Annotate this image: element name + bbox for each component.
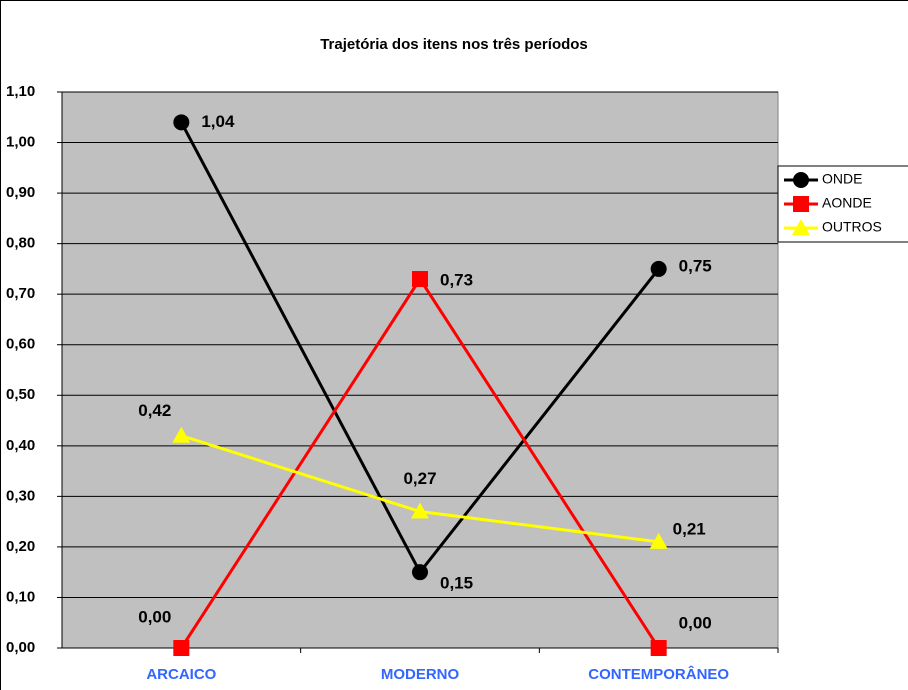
x-tick-label: MODERNO [381, 666, 460, 683]
value-label: 0,42 [138, 401, 171, 420]
y-tick-label: 0,80 [6, 235, 35, 252]
data-point [649, 532, 668, 549]
y-tick-label: 0,30 [6, 487, 35, 504]
y-tick-label: 1,00 [6, 134, 35, 151]
chart-title: Trajetória dos itens nos três períodos [320, 36, 588, 53]
data-point [411, 502, 429, 519]
data-point [412, 271, 428, 288]
value-label: 1,04 [201, 112, 235, 131]
plot-area [61, 91, 779, 649]
value-label: 0,00 [138, 607, 171, 626]
data-point [412, 564, 428, 581]
value-label: 0,73 [440, 271, 473, 290]
data-point [650, 260, 667, 277]
x-tick-label: CONTEMPORÂNEO [588, 665, 729, 683]
data-point [173, 640, 190, 656]
y-tick-label: 1,10 [6, 83, 35, 100]
y-tick-label: 0,50 [6, 386, 35, 403]
x-tick-label: ARCAICO [146, 666, 216, 683]
legend-marker [793, 172, 809, 188]
data-point [173, 114, 190, 131]
value-label: 0,27 [403, 469, 436, 488]
legend-label: AONDE [822, 195, 872, 211]
y-tick-label: 0,70 [6, 285, 35, 302]
value-label: 0,00 [679, 613, 712, 632]
y-tick-label: 0,40 [6, 437, 35, 454]
y-tick-label: 0,00 [6, 639, 35, 656]
legend-label: ONDE [822, 171, 862, 187]
value-label: 0,75 [679, 256, 712, 275]
legend-marker [792, 219, 810, 235]
value-label: 0,15 [440, 574, 473, 593]
y-tick-label: 0,90 [6, 184, 35, 201]
y-tick-label: 0,10 [6, 588, 35, 605]
data-point [650, 640, 667, 656]
value-label: 0,21 [673, 519, 706, 538]
data-point [172, 426, 191, 443]
y-tick-label: 0,60 [6, 336, 35, 353]
y-tick-label: 0,20 [6, 538, 35, 555]
legend-marker [793, 196, 809, 212]
legend-label: OUTROS [822, 219, 882, 235]
